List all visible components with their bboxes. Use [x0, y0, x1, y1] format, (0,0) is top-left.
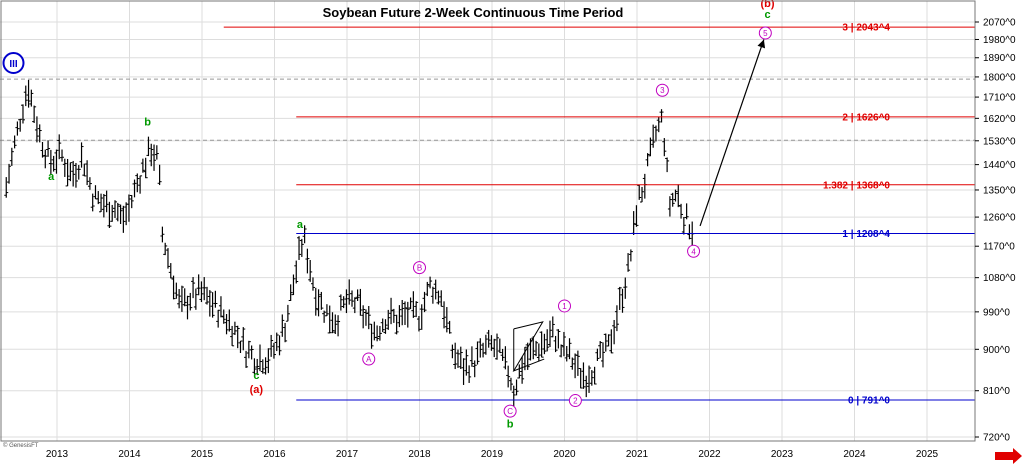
x-tick-label: 2024: [843, 449, 866, 460]
scroll-right-arrow-icon[interactable]: [995, 448, 1022, 464]
circled-wave-marker: [687, 244, 701, 258]
circled-wave-marker: [413, 261, 426, 275]
projection-arrow-line: [699, 39, 765, 227]
x-tick-label: 2018: [408, 449, 431, 460]
credit-text: © GenesisFT: [3, 442, 39, 449]
y-tick-label: 1710^0: [983, 93, 1016, 104]
wave-label: c: [764, 9, 770, 21]
chart-title: Soybean Future 2-Week Continuous Time Pe…: [323, 5, 624, 20]
level-label: 3 | 2043^4: [842, 23, 890, 34]
plot-frame: [0, 0, 976, 442]
x-tick-label: 2020: [553, 449, 576, 460]
x-tick-label: 2025: [916, 449, 939, 460]
x-tick-label: 2021: [626, 449, 649, 460]
y-tick-label: 720^0: [983, 433, 1010, 444]
x-tick-label: 2016: [263, 449, 286, 460]
circled-wave-marker: [503, 404, 517, 418]
x-axis: 2013 2014 2015 2016 2017 2018 2019 2020 2021 2022…: [46, 449, 939, 460]
wave-label: a: [297, 219, 304, 231]
y-tick-label: 1350^0: [983, 185, 1016, 196]
level-label: 0 | 791^0: [848, 396, 890, 407]
y-tick-label: 1620^0: [983, 114, 1016, 125]
x-tick-label: 2015: [191, 449, 214, 460]
triangle-pattern: [512, 321, 545, 372]
projection-arrow-head: [757, 39, 766, 49]
circled-wave-label: 3: [660, 86, 665, 95]
level-label: 1 | 1208^4: [842, 229, 890, 240]
y-tick-label: 900^0: [983, 345, 1010, 356]
circled-wave-label: 1: [562, 302, 567, 311]
circled-wave-label: 5: [763, 29, 768, 38]
fib-levels: 3 | 2043^4 2 | 1626^0 1.382 | 1368^0 1 | 12…: [223, 23, 975, 407]
wave-label: (b): [760, 0, 774, 10]
circled-wave-marker: [655, 83, 669, 97]
y-tick-label: 1980^0: [983, 35, 1016, 46]
y-tick-label: 2070^0: [983, 18, 1016, 29]
y-tick-label: 1440^0: [983, 160, 1016, 171]
wave-label: b: [507, 418, 514, 430]
wave-label: a: [48, 171, 55, 183]
circled-wave-marker: [558, 299, 571, 313]
circled-wave-label: C: [507, 407, 513, 416]
circled-wave-marker: [2, 51, 25, 74]
y-tick-label: 1260^0: [983, 213, 1016, 224]
grid: [0, 1, 975, 441]
level-label: 2 | 1626^0: [842, 112, 890, 123]
wave-label: b: [144, 117, 151, 129]
x-tick-label: 2023: [771, 449, 794, 460]
circled-wave-marker: [758, 26, 772, 40]
circled-wave-marker: [568, 394, 582, 408]
x-tick-label: 2017: [336, 449, 359, 460]
circled-wave-label: 4: [691, 247, 696, 256]
circled-wave-label: 2: [573, 397, 578, 406]
y-tick-label: 1080^0: [983, 273, 1016, 284]
price-bars: [4, 79, 695, 407]
circled-wave-marker: [362, 352, 376, 366]
x-tick-label: 2014: [118, 449, 141, 460]
circled-wave-label: III: [9, 59, 18, 70]
y-tick-label: 1800^0: [983, 72, 1016, 83]
wave-label: c: [253, 370, 259, 382]
y-axis: 720^0 810^0 900^0 990^0 1080^0 1170^0 1260^0 13…: [975, 18, 1016, 444]
y-tick-label: 1170^0: [983, 242, 1015, 253]
y-tick-label: 990^0: [983, 307, 1010, 318]
y-tick-label: 810^0: [983, 386, 1010, 397]
x-tick-label: 2013: [46, 449, 69, 460]
y-tick-label: 1530^0: [983, 136, 1016, 147]
circled-wave-label: B: [417, 264, 422, 273]
x-tick-label: 2019: [481, 449, 504, 460]
y-tick-label: 1890^0: [983, 53, 1016, 64]
x-tick-label: 2022: [698, 449, 721, 460]
wave-label: (a): [250, 384, 264, 396]
level-label: 1.382 | 1368^0: [823, 180, 890, 191]
circled-wave-label: A: [366, 355, 372, 364]
